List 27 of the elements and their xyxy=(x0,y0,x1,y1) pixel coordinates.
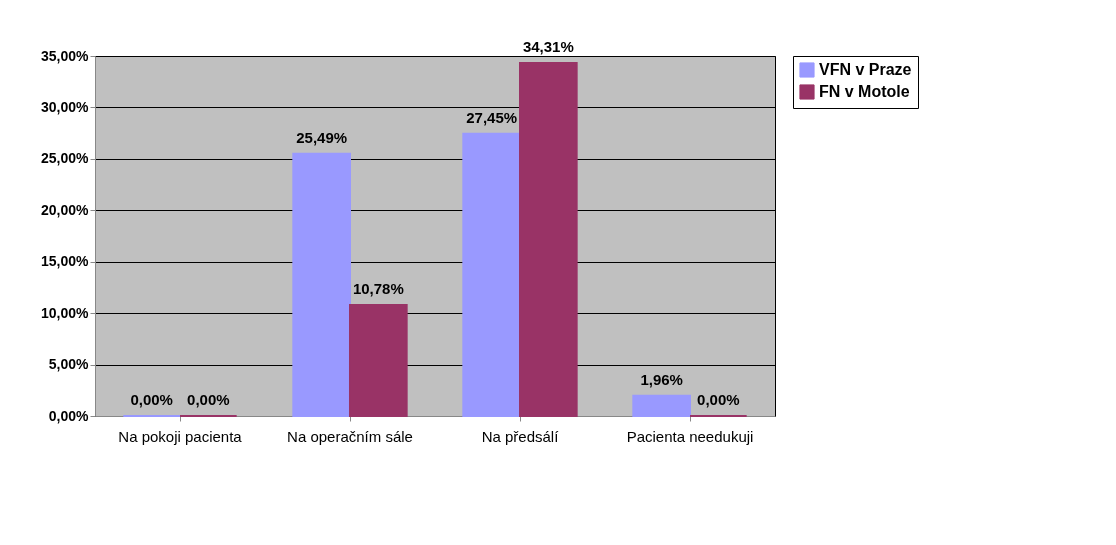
y-tick-label: 30,00% xyxy=(41,98,90,115)
legend-label: FN v Motole xyxy=(819,83,910,100)
bar xyxy=(292,152,351,417)
y-tick-label: 15,00% xyxy=(41,253,90,270)
data-label: 25,49% xyxy=(296,128,348,146)
y-tick-label: 0,00% xyxy=(48,407,90,424)
data-label: 27,45% xyxy=(466,108,518,126)
x-tick-label: Na pokoji pacienta xyxy=(118,427,243,445)
y-tick-label: 5,00% xyxy=(48,356,90,373)
data-label: 1,96% xyxy=(640,370,683,388)
bar xyxy=(632,394,691,417)
x-tick-label: Na operačním sále xyxy=(287,427,413,445)
data-label: 0,00% xyxy=(187,391,230,408)
legend-label: VFN v Praze xyxy=(819,61,912,78)
data-label: 0,00% xyxy=(130,391,173,408)
bar xyxy=(519,62,578,417)
bar xyxy=(462,132,521,417)
y-tick-label: 35,00% xyxy=(41,47,90,64)
data-label: 34,31% xyxy=(522,38,574,56)
y-tick-label: 20,00% xyxy=(41,201,90,218)
y-tick-label: 10,00% xyxy=(41,304,90,321)
y-tick-label: 25,00% xyxy=(41,150,90,167)
data-label: 0,00% xyxy=(697,391,740,408)
data-label: 10,78% xyxy=(352,280,404,298)
bar xyxy=(349,304,408,417)
x-tick-label: Na předsálí xyxy=(481,427,560,445)
x-tick-label: Pacienta needukuji xyxy=(626,427,754,445)
